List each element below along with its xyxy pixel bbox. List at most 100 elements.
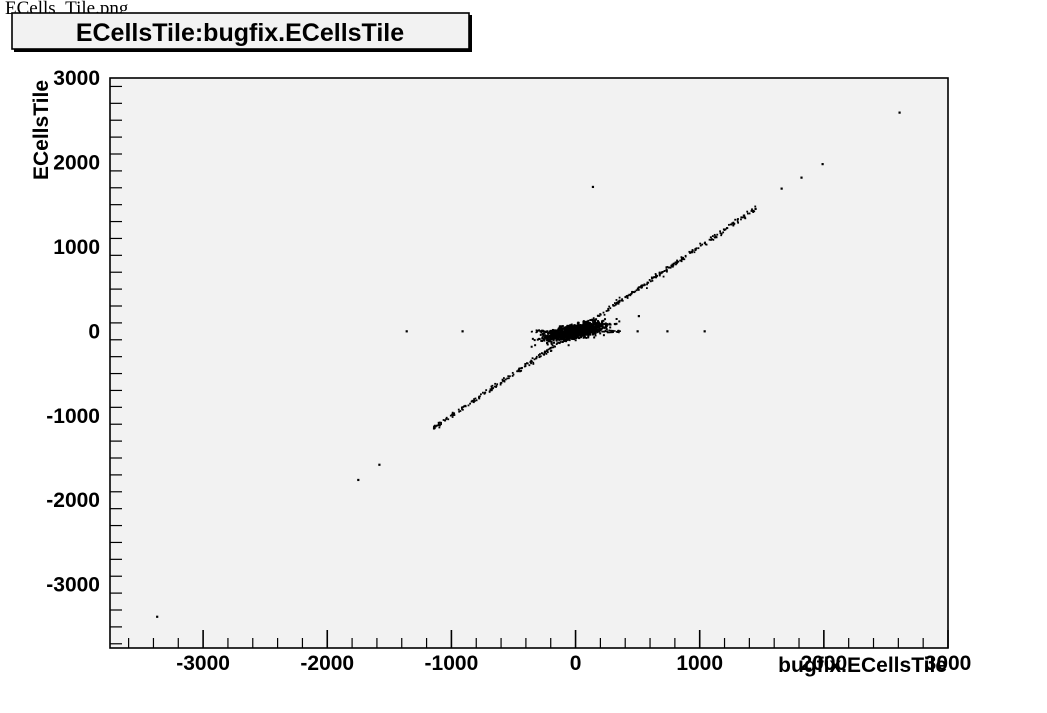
horizontal-band-point: [536, 331, 538, 333]
horizontal-band-point: [606, 331, 609, 334]
diagonal-point: [531, 357, 534, 360]
cluster-point: [586, 320, 589, 323]
cluster-point: [574, 329, 577, 332]
cluster-point: [579, 330, 582, 333]
cluster-point: [615, 322, 618, 325]
cluster-point: [581, 327, 584, 330]
cluster-point: [576, 334, 579, 337]
horizontal-band-point: [543, 330, 546, 333]
outlier-point: [703, 330, 706, 333]
diagonal-point: [519, 370, 521, 373]
cluster-point: [585, 330, 588, 333]
cluster-point: [533, 339, 536, 342]
horizontal-band-point: [618, 331, 620, 334]
cluster-point: [559, 336, 562, 339]
cluster-point: [567, 334, 570, 337]
diagonal-point: [714, 235, 717, 238]
diagonal-point: [461, 408, 463, 410]
cluster-point: [599, 332, 602, 335]
diagonal-point: [484, 391, 487, 394]
cluster-point: [564, 326, 567, 329]
cluster-point: [553, 329, 556, 332]
cluster-point: [545, 337, 548, 340]
diagonal-point: [708, 238, 711, 241]
title-box-shadow-bottom: [14, 49, 472, 52]
horizontal-band-point: [541, 329, 543, 332]
horizontal-band-point: [615, 331, 618, 333]
diagonal-point: [552, 346, 555, 349]
cluster-point: [573, 334, 576, 337]
diagonal-point: [516, 370, 519, 373]
diagonal-point: [537, 354, 540, 356]
cluster-point: [596, 328, 599, 331]
cluster-point: [552, 339, 555, 342]
cluster-point: [583, 334, 586, 337]
cluster-point: [574, 326, 577, 329]
diagonal-point: [723, 229, 726, 231]
cluster-point: [590, 324, 593, 327]
cluster-point: [596, 325, 599, 328]
cluster-point: [550, 335, 553, 338]
diagonal-point: [674, 261, 677, 264]
diagonal-point: [507, 377, 510, 380]
cluster-point: [583, 333, 586, 336]
diagonal-point: [641, 284, 644, 287]
diagonal-point: [511, 371, 514, 374]
horizontal-band-point: [614, 330, 616, 332]
cluster-point: [583, 324, 586, 327]
diagonal-point: [740, 216, 743, 219]
cluster-point: [596, 330, 599, 333]
cluster-point: [561, 325, 564, 328]
diagonal-point: [592, 317, 595, 320]
cluster-point: [546, 342, 549, 345]
cluster-point: [548, 336, 551, 339]
diagonal-point: [677, 260, 680, 263]
cluster-point: [601, 327, 604, 330]
cluster-point: [582, 336, 585, 339]
diagonal-point: [719, 230, 722, 233]
cluster-point: [531, 337, 534, 340]
x-tick-label: 2000: [800, 652, 847, 675]
diagonal-point: [662, 275, 665, 278]
cluster-point: [598, 327, 601, 330]
diagonal-point: [459, 410, 462, 412]
diagonal-point: [449, 414, 452, 417]
outlier-point: [780, 187, 783, 190]
cluster-point: [592, 323, 595, 326]
diagonal-point: [439, 424, 441, 427]
diagonal-point: [726, 227, 729, 229]
cluster-point: [593, 320, 596, 323]
cluster-point: [587, 336, 590, 339]
diagonal-point: [621, 298, 623, 301]
diagonal-point: [646, 287, 648, 290]
diagonal-point: [544, 350, 546, 353]
y-tick-label: 2000: [53, 151, 100, 174]
diagonal-point: [754, 205, 757, 208]
horizontal-band-point: [619, 330, 621, 332]
cluster-point: [550, 342, 553, 345]
cluster-point: [585, 323, 588, 326]
cluster-point: [543, 339, 546, 342]
x-axis-label: bugfix.ECellsTile: [778, 654, 947, 677]
diagonal-point: [614, 303, 617, 306]
diagonal-point: [451, 416, 454, 418]
cluster-point: [581, 331, 584, 334]
title-box: [11, 12, 470, 50]
cluster-point: [566, 330, 569, 333]
y-tick-label: -2000: [46, 489, 100, 512]
diagonal-point: [507, 375, 510, 378]
cluster-point: [546, 343, 549, 346]
cluster-point: [560, 326, 563, 329]
horizontal-band-point: [610, 329, 612, 332]
cluster-point: [554, 331, 557, 334]
cluster-point: [568, 339, 571, 342]
diagonal-point: [530, 362, 532, 365]
diagonal-point: [621, 299, 624, 302]
cluster-point: [572, 331, 575, 334]
cluster-point: [604, 322, 607, 325]
horizontal-band-point: [608, 331, 611, 334]
cluster-point: [546, 337, 549, 340]
diagonal-point: [540, 352, 543, 355]
diagonal-point: [743, 214, 746, 217]
diagonal-point: [509, 375, 511, 378]
